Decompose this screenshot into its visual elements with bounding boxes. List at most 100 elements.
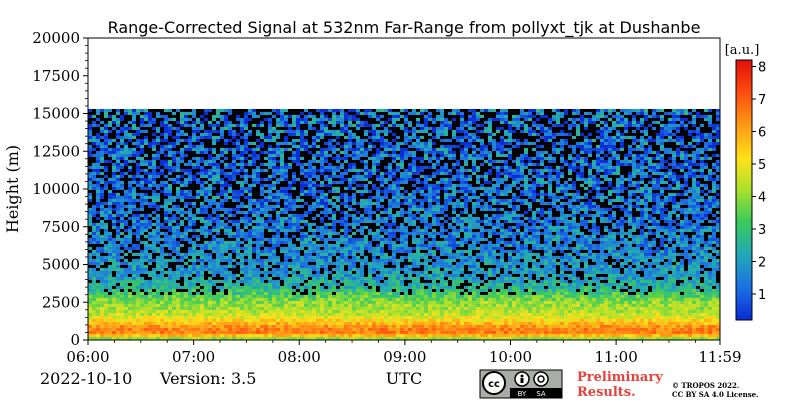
heatmap-cell [380,183,384,187]
heatmap-cell [668,159,672,163]
heatmap-cell [312,195,316,199]
heatmap-cell [644,168,648,172]
heatmap-cell [400,147,404,151]
heatmap-cell [352,165,356,169]
heatmap-cell [160,183,164,187]
heatmap-cell [416,117,420,121]
heatmap-cell [448,180,452,184]
heatmap-cell [160,117,164,121]
heatmap-cell [520,168,524,172]
heatmap-cell [312,120,316,124]
heatmap-cell [384,168,388,172]
heatmap-cell [700,120,704,124]
heatmap-cell [508,183,512,187]
heatmap-cell [640,186,644,190]
heatmap-cell [160,201,164,205]
heatmap-cell [676,132,680,136]
heatmap-cell [688,141,692,145]
heatmap-cell [464,159,468,163]
heatmap-cell [292,132,296,136]
heatmap-cell [524,117,528,121]
heatmap-cell [172,201,176,205]
heatmap-cell [548,162,552,166]
heatmap-cell [436,153,440,157]
heatmap-cell [416,132,420,136]
heatmap-cell [700,165,704,169]
heatmap-cell [668,114,672,118]
heatmap-cell [140,138,144,142]
heatmap-cell [428,186,432,190]
heatmap-cell [396,156,400,160]
heatmap-cell [148,195,152,199]
heatmap-cell [180,183,184,187]
heatmap-cell [176,177,180,181]
heatmap-cell [228,183,232,187]
heatmap-cell [364,108,368,112]
heatmap-cell [460,177,464,181]
heatmap-cell [452,186,456,190]
heatmap-cell [532,123,536,127]
heatmap-cell [484,189,488,193]
heatmap-cell [468,195,472,199]
heatmap-cell [500,132,504,136]
heatmap-cell [688,195,692,199]
heatmap-cell [520,153,524,157]
heatmap-cell [428,123,432,127]
heatmap-cell [492,180,496,184]
heatmap-cell [596,165,600,169]
heatmap-cell [92,165,96,169]
heatmap-cell [572,129,576,133]
heatmap-cell [336,123,340,127]
heatmap-cell [396,120,400,124]
heatmap-cell [664,126,668,130]
heatmap-cell [180,168,184,172]
heatmap-cell [400,153,404,157]
heatmap-cell [96,168,100,172]
heatmap-cell [656,174,660,178]
heatmap-cell [488,171,492,175]
heatmap-cell [612,186,616,190]
heatmap-cell [496,138,500,142]
heatmap-cell [616,159,620,163]
heatmap-cell [664,195,668,199]
heatmap-cell [552,168,556,172]
heatmap-cell [96,159,100,163]
heatmap-cell [400,192,404,196]
heatmap-cell [400,120,404,124]
heatmap-cell [628,117,632,121]
heatmap-cell [680,123,684,127]
heatmap-cell [468,138,472,142]
heatmap-cell [236,108,240,112]
heatmap-cell [464,147,468,151]
heatmap-cell [400,141,404,145]
heatmap-cell [576,168,580,172]
heatmap-cell [380,120,384,124]
heatmap-cell [548,183,552,187]
heatmap-cell [588,168,592,172]
heatmap-cell [480,114,484,118]
heatmap-cell [460,117,464,121]
heatmap-cell [268,195,272,199]
heatmap-cell [540,180,544,184]
heatmap-cell [216,201,220,205]
heatmap-cell [384,135,388,139]
heatmap-cell [628,156,632,160]
heatmap-cell [252,120,256,124]
heatmap-cell [440,162,444,166]
heatmap-cell [352,189,356,193]
heatmap-cell [628,165,632,169]
heatmap-cell [700,138,704,142]
heatmap-cell [592,198,596,202]
heatmap-cell [504,159,508,163]
heatmap-cell [356,108,360,112]
heatmap-cell [640,183,644,187]
heatmap-cell [372,180,376,184]
heatmap-cell [504,168,508,172]
heatmap-cell [616,156,620,160]
heatmap-cell [260,147,264,151]
heatmap-cell [560,114,564,118]
heatmap-cell [268,126,272,130]
heatmap-cell [240,114,244,118]
heatmap-cell [276,201,280,205]
heatmap-cell [252,159,256,163]
